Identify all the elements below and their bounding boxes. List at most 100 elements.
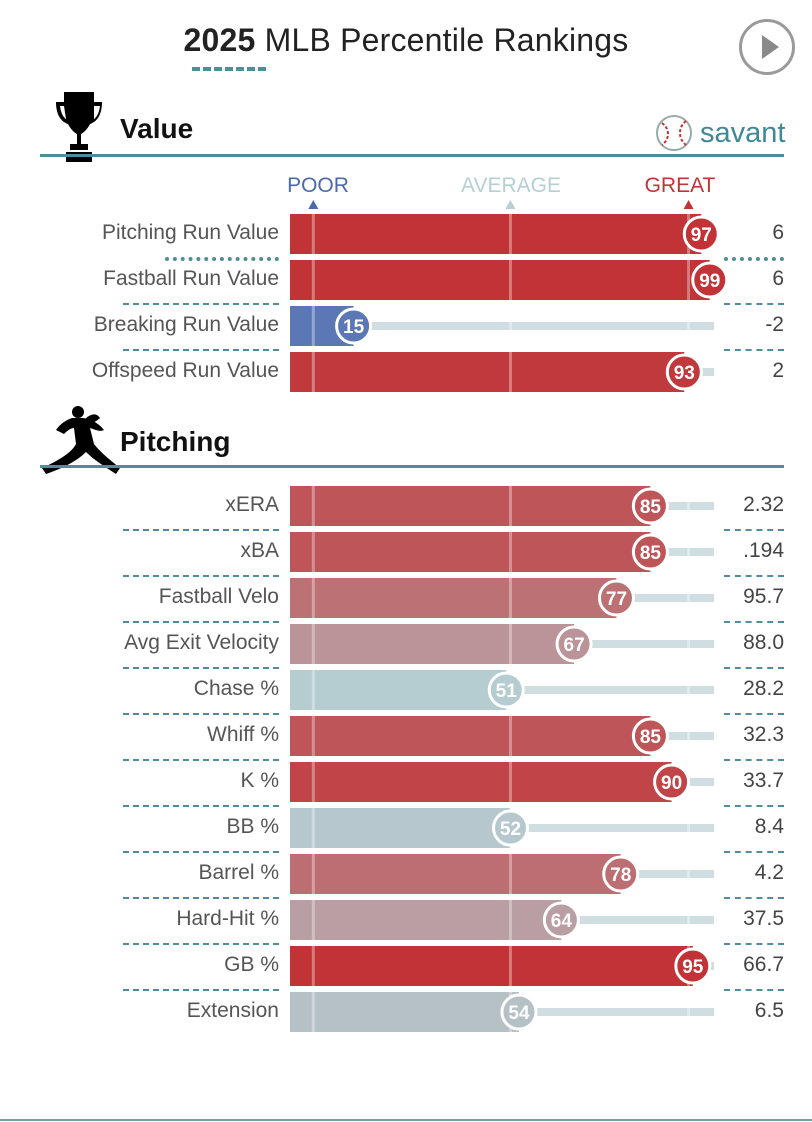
percentile-bar [290, 808, 511, 848]
metric-label: Chase % [193, 677, 279, 700]
percentile-label: 99 [699, 271, 720, 292]
metric-value: 4.2 [754, 861, 784, 884]
percentile-label: 93 [674, 363, 695, 384]
metric-label: Hard-Hit % [176, 907, 279, 930]
row-separator-right [724, 529, 784, 531]
row-separator-left [165, 257, 279, 261]
metric-label: BB % [226, 815, 279, 838]
percentile-bar [290, 670, 507, 710]
reference-line [508, 214, 512, 254]
metric-value: 2 [772, 359, 784, 382]
great-marker [683, 200, 694, 209]
percentile-label: 51 [496, 681, 518, 702]
percentile-label: 97 [691, 225, 712, 246]
percentile-circle [487, 671, 525, 709]
reference-line [687, 624, 691, 664]
reference-line [311, 532, 315, 572]
metric-label: Barrel % [198, 861, 279, 884]
reference-line [687, 260, 691, 300]
reference-line [508, 532, 512, 572]
percentile-circle [335, 307, 373, 345]
reference-line [508, 578, 512, 618]
reference-line [311, 992, 315, 1032]
reference-line [311, 214, 315, 254]
poor-marker [308, 200, 319, 209]
row-separator-left [123, 349, 279, 351]
reference-line [508, 306, 512, 346]
row-separator-right [724, 621, 784, 623]
metric-value: 37.5 [743, 907, 784, 930]
row-separator-right [724, 303, 784, 305]
play-button[interactable] [739, 19, 795, 75]
metric-value: 2.32 [743, 493, 784, 516]
metric-value: 66.7 [743, 953, 784, 976]
reference-line [508, 260, 512, 300]
row-separator-left [123, 713, 279, 715]
row-separator-right [724, 897, 784, 899]
percentile-label: 85 [640, 727, 662, 748]
title-text: MLB Percentile Rankings [264, 22, 629, 58]
reference-line [311, 306, 315, 346]
metric-label: Avg Exit Velocity [124, 631, 279, 654]
metric-label: GB % [224, 953, 279, 976]
reference-line [311, 624, 315, 664]
percentile-label: 90 [661, 773, 682, 794]
reference-line [311, 854, 315, 894]
savant-logo[interactable]: savant [654, 113, 785, 153]
row-separator-right [724, 349, 784, 351]
reference-line [687, 900, 691, 940]
pitching-section-divider [40, 465, 784, 468]
metric-label: xERA [225, 493, 279, 516]
metric-value: 88.0 [743, 631, 784, 654]
metric-label: K % [240, 769, 279, 792]
baseball-icon [656, 115, 692, 151]
metric-value: 95.7 [743, 585, 784, 608]
percentile-circle [631, 717, 669, 755]
percentile-circle [631, 487, 669, 525]
percentile-circle [653, 763, 691, 801]
reference-line [687, 306, 691, 346]
percentile-bar [290, 992, 519, 1032]
reference-line [508, 762, 512, 802]
reference-line [508, 854, 512, 894]
reference-line [311, 670, 315, 710]
percentile-circle [682, 215, 720, 253]
bottom-divider [0, 1119, 812, 1121]
metric-value: 28.2 [743, 677, 784, 700]
page-title: 2025 MLB Percentile Rankings [0, 22, 812, 59]
row-separator-left [123, 943, 279, 945]
percentile-circle [602, 855, 640, 893]
metric-value: 32.3 [743, 723, 784, 746]
row-separator-left [123, 851, 279, 853]
row-separator-right [724, 667, 784, 669]
percentile-circle [674, 947, 712, 985]
metric-label: Extension [186, 999, 279, 1022]
percentile-label: 54 [508, 1003, 530, 1024]
percentile-label: 67 [564, 635, 585, 656]
row-separator-left [123, 575, 279, 577]
row-separator-right [724, 851, 784, 853]
reference-line [311, 578, 315, 618]
reference-line [687, 854, 691, 894]
percentile-circle [631, 533, 669, 571]
percentile-bar [290, 716, 651, 756]
percentile-circle [500, 993, 538, 1031]
scale-label-average: AVERAGE [461, 174, 561, 197]
reference-line [311, 946, 315, 986]
reference-line [508, 486, 512, 526]
percentile-label: 77 [606, 589, 627, 610]
trophy-icon [56, 92, 102, 162]
row-separator-right [724, 805, 784, 807]
percentile-bar [290, 762, 672, 802]
percentile-bar [290, 214, 702, 254]
reference-line [311, 900, 315, 940]
reference-line [311, 486, 315, 526]
row-separator-right [724, 575, 784, 577]
average-marker [505, 200, 516, 209]
percentile-circle [542, 901, 580, 939]
row-separator-left [123, 989, 279, 991]
metric-value: -2 [765, 313, 784, 336]
reference-line [687, 486, 691, 526]
reference-line [508, 716, 512, 756]
